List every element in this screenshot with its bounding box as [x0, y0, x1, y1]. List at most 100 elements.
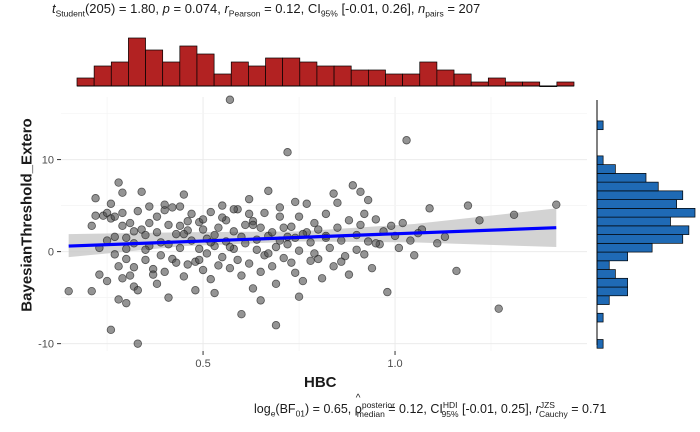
data-point	[152, 212, 162, 221]
r-value: = 0.12,	[260, 1, 308, 16]
data-point	[110, 212, 119, 221]
data-point	[210, 230, 219, 240]
data-point	[64, 286, 73, 296]
data-point	[118, 274, 127, 283]
bf-log-base: e	[270, 408, 276, 419]
top-hist-bar	[470, 81, 489, 87]
data-point	[118, 221, 127, 231]
top-hist-bar	[162, 61, 181, 87]
statistics-subtitle: tStudent(205) = 1.80, p = 0.074, rPearso…	[52, 0, 480, 19]
data-point	[141, 245, 150, 254]
data-point	[256, 267, 265, 277]
top-hist-bar	[419, 61, 438, 87]
data-point	[214, 223, 223, 232]
data-point	[91, 194, 100, 203]
data-point	[210, 288, 219, 298]
data-point	[198, 265, 208, 275]
data-point	[260, 208, 269, 218]
data-point	[145, 218, 154, 228]
data-point	[152, 228, 162, 237]
data-point	[360, 209, 369, 219]
data-point	[206, 207, 215, 217]
data-point	[383, 287, 392, 297]
data-point	[279, 253, 288, 263]
data-point	[114, 295, 123, 304]
data-point	[114, 262, 123, 271]
data-point	[267, 228, 277, 237]
rho-value: = 0.12,	[384, 402, 431, 417]
data-point	[410, 251, 419, 260]
data-point	[440, 232, 450, 242]
p-value: = 0.074,	[169, 1, 225, 16]
right-hist-bar	[596, 181, 659, 192]
data-point	[475, 216, 484, 225]
data-point	[291, 268, 300, 277]
n-symbol: n	[418, 1, 426, 16]
top-hist-bar	[265, 57, 284, 87]
data-point	[398, 218, 407, 228]
data-point	[509, 210, 519, 219]
data-point	[363, 195, 373, 205]
data-point	[264, 186, 273, 196]
rho-superscript: posterior	[361, 400, 395, 410]
data-point	[141, 230, 150, 240]
data-point	[160, 267, 169, 277]
r-subscript: Pearson	[228, 8, 261, 19]
hdi-value: [-0.01, 0.25],	[458, 402, 536, 417]
data-point	[137, 187, 146, 196]
data-point	[275, 203, 285, 212]
data-point	[275, 212, 285, 221]
data-point	[329, 189, 338, 198]
data-point	[122, 298, 131, 308]
r-cauchy-superscript: JZS	[539, 400, 555, 410]
data-point	[118, 208, 127, 218]
data-point	[179, 272, 189, 281]
data-point	[125, 218, 135, 228]
data-point	[248, 220, 258, 230]
data-point	[294, 292, 304, 301]
data-point	[321, 209, 331, 219]
data-point	[125, 271, 135, 280]
top-hist-bar	[213, 73, 232, 87]
data-point	[195, 255, 204, 265]
data-point	[244, 259, 254, 268]
data-point	[386, 221, 396, 231]
bayes-caption: loge(BF01) = 0.65, ρposteriormedian = 0.…	[254, 393, 606, 419]
data-point	[279, 223, 288, 232]
top-hist-bar	[316, 65, 335, 87]
data-point	[363, 237, 373, 246]
data-point	[271, 321, 281, 330]
regression-line	[68, 226, 557, 248]
data-point	[141, 255, 150, 265]
top-hist-bar	[230, 61, 249, 87]
right-hist-bar	[596, 277, 628, 288]
top-hist-bar	[248, 65, 266, 87]
top-hist-bar	[145, 49, 164, 87]
data-point	[87, 286, 96, 296]
data-point	[225, 263, 235, 273]
top-hist-bar	[385, 73, 403, 87]
data-point	[152, 279, 162, 289]
right-hist-bar	[596, 155, 604, 165]
data-point	[198, 225, 208, 234]
data-point	[314, 225, 323, 234]
data-point	[287, 222, 296, 231]
right-hist-bar	[596, 199, 677, 209]
data-point	[122, 244, 131, 254]
right-hist-bar	[596, 208, 696, 218]
data-point	[298, 276, 308, 286]
data-point	[198, 215, 208, 224]
ci-value: [-0.01, 0.26],	[337, 1, 419, 16]
data-points	[64, 95, 561, 348]
top-hist-bar	[402, 73, 421, 87]
bf-text: (BF	[275, 402, 296, 417]
data-point	[225, 242, 235, 252]
y-tick-label: -10	[38, 339, 54, 351]
rho-subscript: median	[356, 408, 385, 419]
y-tick-label: 0	[48, 247, 54, 259]
top-hist-bar	[556, 81, 575, 87]
data-point	[333, 223, 342, 232]
data-point	[348, 181, 357, 190]
p-symbol: p	[162, 1, 170, 16]
